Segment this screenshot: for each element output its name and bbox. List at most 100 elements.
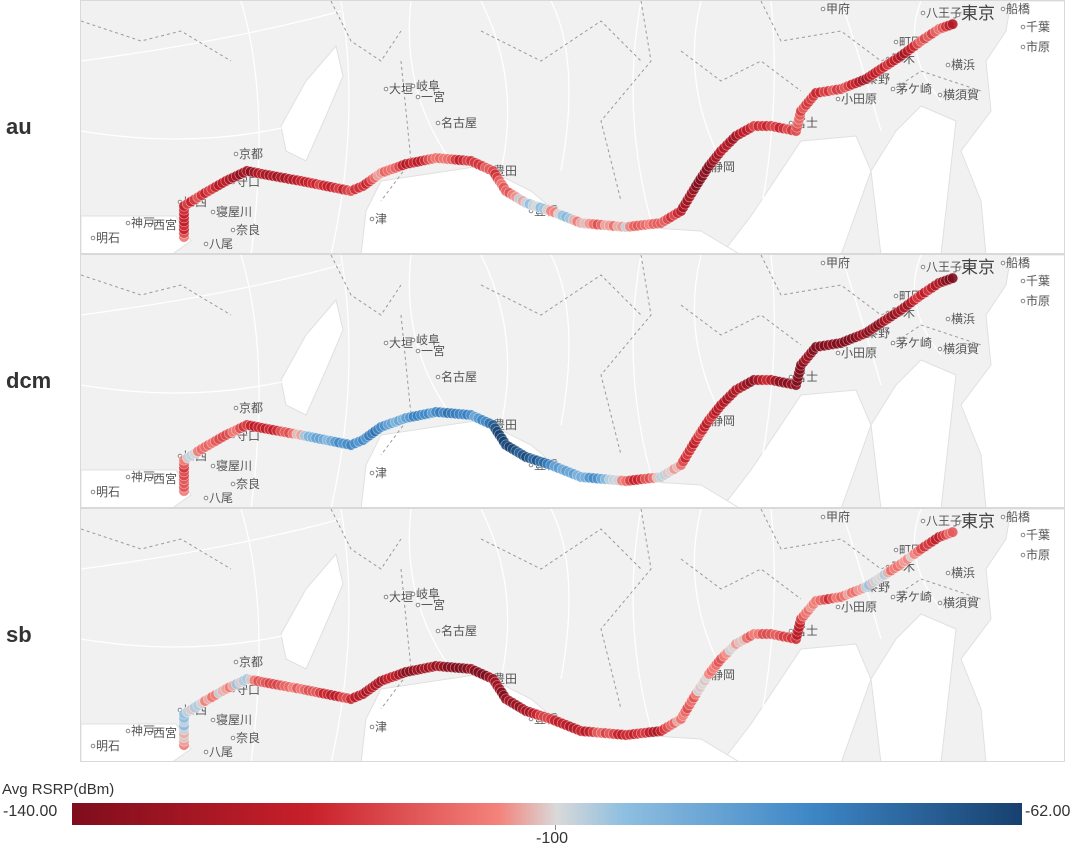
sea-area	[81, 469, 192, 507]
city-marker	[415, 348, 421, 354]
city-label: 東京	[961, 258, 995, 278]
map-panel-sb[interactable]: 甲府八王子東京船橋千葉町田市原厚木横浜秦野茅ケ崎横須賀小田原富士静岡豊田名古屋岐…	[80, 508, 1065, 762]
sea-area	[960, 509, 1064, 761]
city-marker	[820, 6, 826, 12]
city-label: 岐阜	[416, 587, 440, 601]
city-marker	[820, 514, 826, 520]
city-label: 市原	[1026, 547, 1050, 562]
city-marker	[210, 717, 216, 723]
city-marker	[820, 260, 826, 266]
city-label: 船橋	[1006, 2, 1030, 16]
map-panel-dcm[interactable]: 甲府八王子東京船橋千葉町田市原厚木横浜秦野茅ケ崎横須賀小田原富士静岡豊田名古屋岐…	[80, 254, 1065, 508]
city-marker	[410, 83, 416, 89]
city-label: 京都	[239, 655, 263, 669]
color-legend-bar	[72, 803, 1022, 825]
city-marker	[125, 220, 131, 226]
city-marker	[230, 227, 236, 233]
map-road	[632, 509, 652, 730]
city-label: 小田原	[841, 600, 877, 614]
city-label: 西宮	[153, 725, 177, 740]
city-label: 一宮	[421, 597, 445, 612]
city-label: 津	[375, 720, 387, 734]
rsrp-sample-point-au[interactable]	[947, 18, 959, 30]
city-label: 小田原	[841, 346, 877, 360]
rsrp-map-dcm: 甲府八王子東京船橋千葉町田市原厚木横浜秦野茅ケ崎横須賀小田原富士静岡豊田名古屋岐…	[81, 255, 1064, 507]
prefecture-border	[890, 70, 982, 92]
map-row-au: au 甲府八王子東京船橋千葉町田市原厚木横浜秦野茅ケ崎横須賀小田原富士静岡豊田名…	[0, 0, 1084, 254]
city-marker	[955, 520, 961, 526]
map-road	[330, 255, 350, 507]
city-marker	[955, 12, 961, 18]
city-marker	[890, 340, 896, 346]
map-road	[760, 509, 775, 720]
city-label: 一宮	[421, 343, 445, 358]
map-road	[840, 255, 882, 386]
map-road	[693, 509, 722, 670]
map-road	[81, 374, 312, 394]
city-marker	[415, 94, 421, 100]
city-label: 岐阜	[416, 333, 440, 347]
city-marker	[893, 547, 899, 553]
city-marker	[125, 474, 131, 480]
city-marker	[435, 374, 441, 380]
city-label: 寝屋川	[216, 458, 252, 473]
prefecture-border	[480, 274, 642, 316]
city-marker	[90, 235, 96, 241]
sea-area	[870, 613, 957, 761]
sea-area	[960, 255, 1064, 507]
city-label: 茅ケ崎	[896, 82, 932, 96]
prefecture-border	[330, 255, 402, 316]
prefecture-border	[600, 1, 652, 202]
city-marker	[210, 209, 216, 215]
prefecture-border	[81, 274, 232, 316]
city-label: 奈良	[236, 222, 260, 237]
map-road	[480, 255, 509, 426]
city-marker	[435, 628, 441, 634]
prefecture-border	[81, 20, 232, 62]
city-label: 奈良	[236, 730, 260, 745]
rsrp-map-au: 甲府八王子東京船橋千葉町田市原厚木横浜秦野茅ケ崎横須賀小田原富士静岡豊田名古屋岐…	[81, 1, 1064, 253]
city-marker	[233, 151, 239, 157]
city-marker	[147, 222, 153, 228]
sea-area	[721, 389, 872, 507]
sea-area	[870, 359, 957, 507]
map-road	[550, 509, 570, 680]
sea-area	[81, 215, 192, 253]
city-label: 横浜	[951, 58, 975, 72]
map-road	[240, 255, 260, 507]
prefecture-border	[600, 509, 652, 710]
carrier-label-dcm: dcm	[6, 368, 52, 393]
city-label: 大垣	[389, 336, 413, 350]
city-marker	[383, 594, 389, 600]
map-row-sb: sb 甲府八王子東京船橋千葉町田市原厚木横浜秦野茅ケ崎横須賀小田原富士静岡豊田名…	[0, 508, 1084, 762]
city-label: 津	[375, 212, 387, 226]
map-road	[81, 10, 342, 62]
city-marker	[835, 604, 841, 610]
city-label: 八尾	[209, 237, 233, 251]
map-road	[240, 509, 260, 761]
rsrp-sample-point-dcm[interactable]	[947, 272, 959, 284]
city-marker	[937, 346, 943, 352]
city-marker	[233, 405, 239, 411]
city-marker	[890, 594, 896, 600]
city-marker	[920, 264, 926, 270]
map-panel-au[interactable]: 甲府八王子東京船橋千葉町田市原厚木横浜秦野茅ケ崎横須賀小田原富士静岡豊田名古屋岐…	[80, 0, 1065, 254]
prefecture-border	[890, 324, 982, 346]
city-label: 横浜	[951, 566, 975, 580]
rsrp-map-sb: 甲府八王子東京船橋千葉町田市原厚木横浜秦野茅ケ崎横須賀小田原富士静岡豊田名古屋岐…	[81, 509, 1064, 761]
rsrp-sample-point-sb[interactable]	[947, 526, 959, 538]
city-label: 横浜	[951, 312, 975, 326]
map-road	[81, 120, 312, 140]
city-marker	[1020, 278, 1026, 284]
city-label: 西宮	[153, 217, 177, 232]
city-marker	[1020, 298, 1026, 304]
city-marker	[945, 62, 951, 68]
city-marker	[1000, 260, 1006, 266]
city-label: 千葉	[1026, 528, 1050, 542]
map-road	[632, 255, 652, 476]
city-marker	[1000, 514, 1006, 520]
city-marker	[230, 481, 236, 487]
city-label: 津	[375, 466, 387, 480]
legend-min-label: -140.00	[3, 803, 58, 820]
legend-mid-label: -100	[536, 830, 569, 847]
